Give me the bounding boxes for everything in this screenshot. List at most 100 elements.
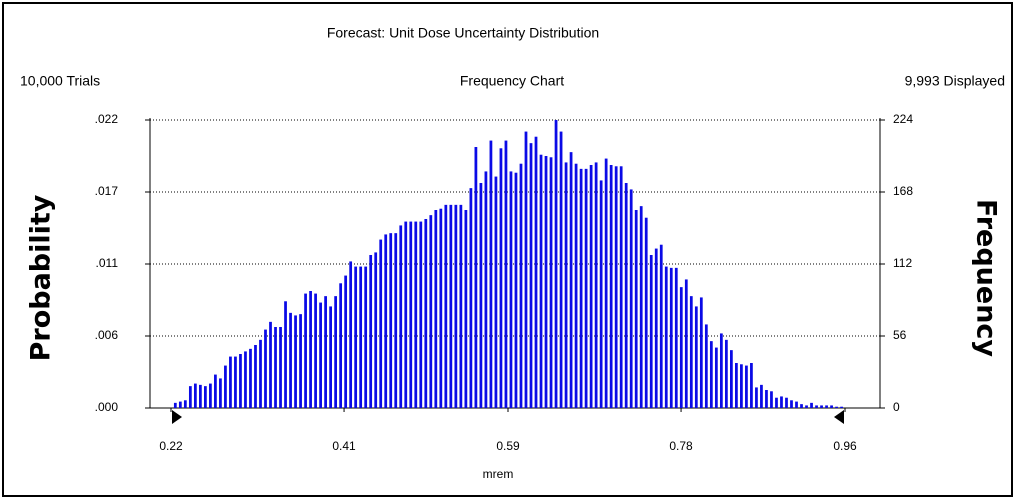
- bar: [429, 215, 433, 408]
- x-tick-label: 0.22: [159, 439, 183, 453]
- bar: [544, 156, 548, 408]
- bar: [755, 387, 758, 408]
- bar: [309, 291, 312, 408]
- bar: [173, 402, 177, 408]
- bar: [354, 266, 358, 408]
- bar: [454, 204, 458, 408]
- bar: [279, 327, 282, 408]
- bar: [775, 397, 778, 408]
- bar: [765, 390, 768, 408]
- bar: [259, 339, 262, 408]
- bar: [810, 402, 813, 408]
- bar: [484, 171, 488, 408]
- bar: [805, 405, 808, 408]
- bar: [614, 166, 618, 408]
- bar: [264, 329, 267, 408]
- bar: [319, 302, 322, 408]
- bar: [830, 405, 833, 408]
- bar: [399, 225, 403, 408]
- bar: [244, 351, 247, 408]
- bar: [289, 312, 292, 408]
- bar: [294, 315, 297, 408]
- bar: [324, 296, 327, 408]
- bar: [384, 234, 388, 408]
- bar: [674, 267, 678, 408]
- bar: [434, 210, 438, 408]
- bar: [414, 221, 418, 408]
- trials: 10,000 Trials: [20, 73, 100, 89]
- bar: [589, 165, 593, 408]
- x-tick-label: 0.78: [669, 439, 693, 453]
- bar: [304, 293, 307, 408]
- bar: [274, 327, 277, 408]
- x-axis-label: mrem: [483, 467, 514, 481]
- bar: [840, 406, 843, 408]
- x-tick-label: 0.96: [833, 439, 857, 453]
- bar: [234, 356, 237, 408]
- bar: [499, 148, 503, 409]
- bar: [329, 306, 332, 408]
- bar: [494, 176, 498, 408]
- bar: [669, 267, 673, 408]
- bar: [514, 172, 518, 408]
- bar: [780, 396, 783, 408]
- bar: [639, 206, 643, 408]
- bar: [649, 255, 653, 408]
- bar: [409, 221, 413, 408]
- bar: [619, 166, 623, 408]
- bar: [284, 301, 287, 408]
- bar: [825, 405, 828, 408]
- bar: [714, 347, 718, 408]
- bar: [679, 287, 683, 408]
- bar: [699, 297, 703, 408]
- bar: [745, 365, 748, 408]
- y2-tick-label: 168: [893, 184, 913, 198]
- bar: [449, 204, 453, 408]
- bar: [479, 183, 483, 408]
- bar: [344, 275, 348, 408]
- bar: [334, 296, 338, 408]
- bar: [800, 404, 803, 408]
- bar: [509, 171, 513, 408]
- bar: [364, 266, 368, 408]
- y2-axis-label: Frequency: [971, 199, 1002, 357]
- bar: [489, 140, 493, 409]
- bar: [379, 239, 383, 408]
- bar: [584, 168, 588, 408]
- bar: [214, 374, 217, 408]
- bar: [694, 306, 698, 408]
- bar: [549, 157, 553, 408]
- bar: [740, 364, 743, 408]
- y2-tick-label: 56: [893, 328, 907, 342]
- bar: [599, 180, 603, 408]
- bar: [198, 384, 202, 408]
- bar: [178, 401, 182, 408]
- bar: [504, 140, 508, 409]
- bar: [529, 143, 533, 408]
- bar: [760, 384, 763, 408]
- bar: [790, 400, 793, 408]
- bar: [624, 183, 628, 408]
- y-tick-label: .011: [96, 256, 119, 270]
- bar: [394, 233, 398, 408]
- bar: [404, 221, 408, 408]
- bar: [820, 405, 823, 408]
- bar: [684, 279, 688, 408]
- subtitle: Frequency Chart: [460, 73, 564, 89]
- y2-tick-label: 0: [893, 400, 900, 414]
- bar: [750, 363, 753, 408]
- bar: [299, 314, 302, 408]
- left-grabber: [172, 410, 182, 424]
- bar: [815, 405, 818, 408]
- bar: [239, 354, 242, 408]
- bar: [579, 168, 583, 408]
- y-tick-label: .006: [95, 328, 119, 342]
- y-tick-label: .000: [95, 400, 119, 414]
- y-axis-label: Probability: [26, 194, 57, 361]
- bar: [459, 204, 463, 408]
- bar: [644, 217, 648, 408]
- bar: [204, 386, 207, 408]
- bar: [719, 333, 723, 408]
- bar: [254, 345, 257, 408]
